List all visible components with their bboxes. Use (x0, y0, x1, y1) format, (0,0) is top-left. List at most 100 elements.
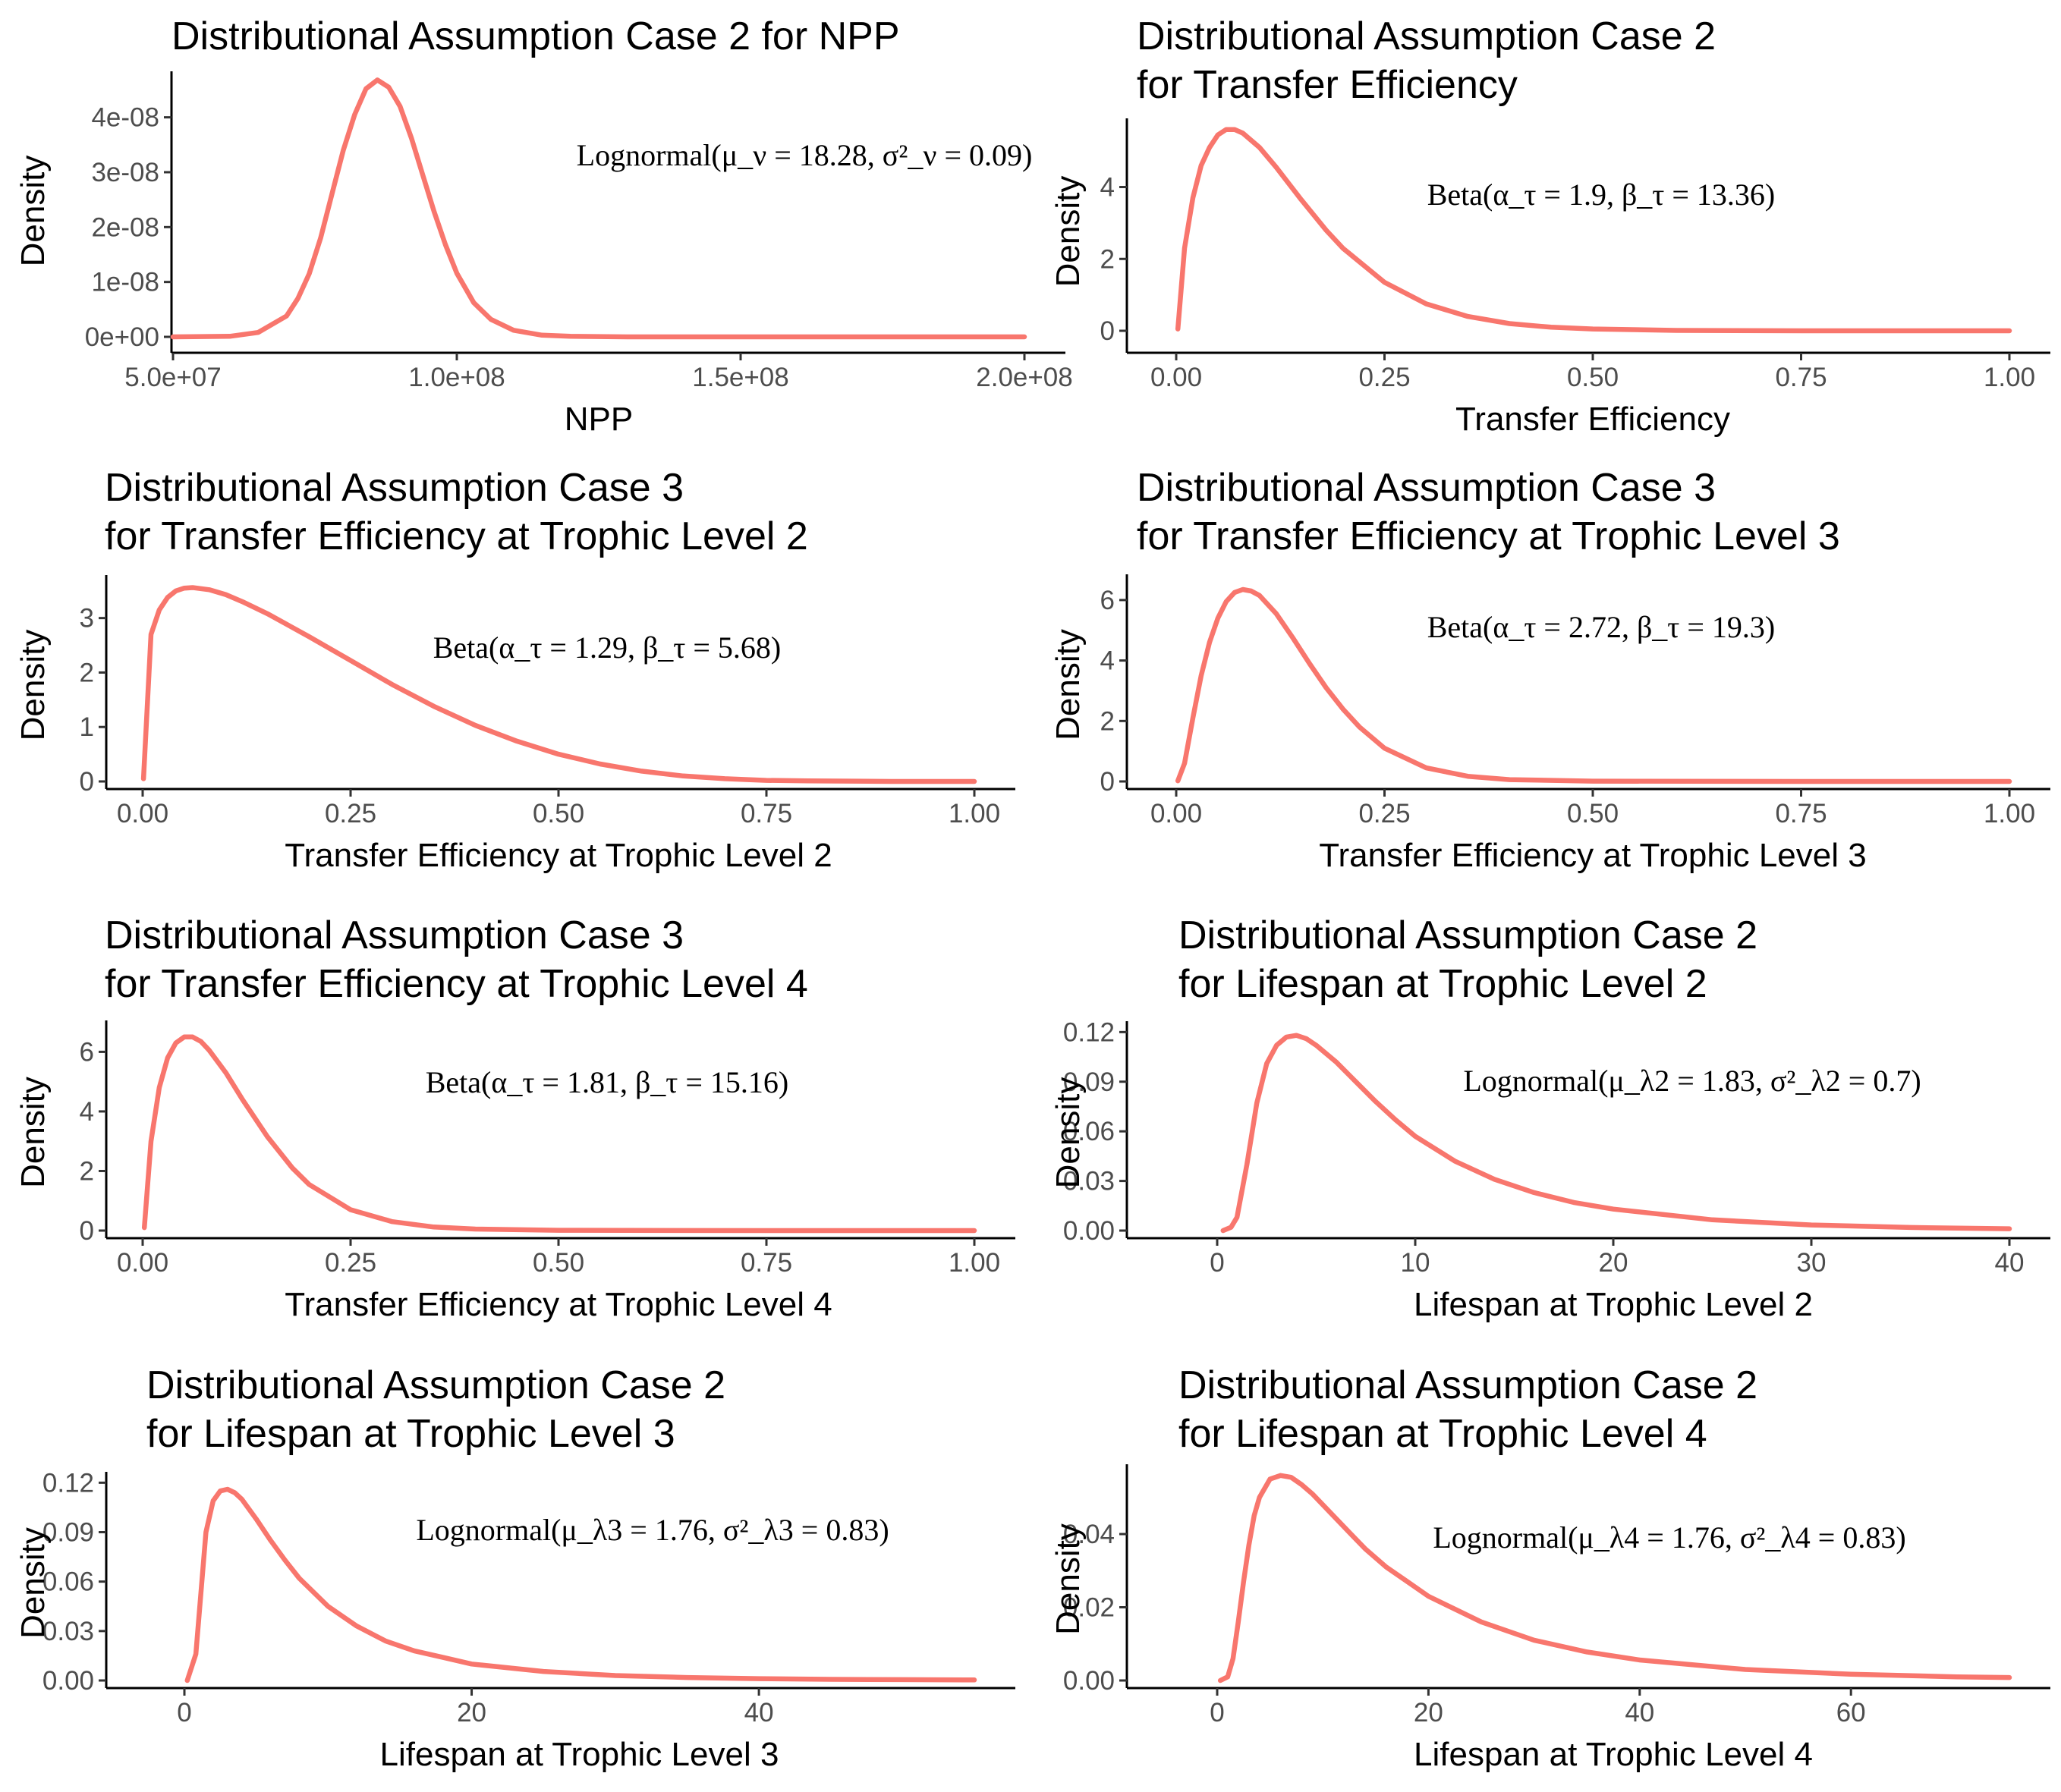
panel-title: Distributional Assumption Case 2 (1178, 1363, 1757, 1407)
x-tick-label: 0.75 (1775, 363, 1827, 392)
x-axis-title: Lifespan at Trophic Level 2 (1414, 1286, 1813, 1323)
x-tick-label: 1.00 (1984, 363, 2035, 392)
x-tick-label: 0.25 (325, 1248, 376, 1278)
x-tick-label: 0.25 (1358, 799, 1410, 828)
density-curve (184, 1486, 977, 1684)
density-curve (170, 77, 1027, 340)
density-curve (1175, 586, 2012, 784)
x-tick-label: 0.00 (1150, 799, 1202, 828)
y-tick-label: 2 (80, 658, 94, 687)
panel-title: for Transfer Efficiency at Trophic Level… (105, 962, 808, 1006)
y-tick-label: 0.00 (1063, 1216, 1115, 1246)
density-curve (140, 585, 977, 784)
x-axis-title: NPP (565, 401, 633, 438)
x-tick-label: 20 (1414, 1698, 1443, 1728)
distribution-annotation: Beta(α_τ = 1.9, β_τ = 13.36) (1427, 178, 1776, 212)
y-tick-label: 0.12 (1063, 1017, 1115, 1047)
density-curve (141, 1034, 977, 1234)
y-tick-label: 4 (1100, 646, 1115, 676)
distribution-annotation: Lognormal(μ_λ3 = 1.76, σ²_λ3 = 0.83) (416, 1513, 889, 1547)
y-tick-label: 0 (80, 1216, 94, 1246)
panel-1: Distributional Assumption Case 2 for NPP… (14, 14, 1073, 438)
y-tick-label: 0.09 (42, 1518, 94, 1548)
y-tick-label: 0.04 (1063, 1520, 1115, 1549)
x-tick-label: 0.75 (741, 799, 792, 828)
x-tick-label: 0 (1210, 1248, 1224, 1278)
panel-title: Distributional Assumption Case 3 (105, 466, 684, 510)
density-curve (1217, 1473, 2012, 1684)
x-tick-label: 0.25 (1358, 363, 1410, 392)
distribution-annotation: Beta(α_τ = 1.29, β_τ = 5.68) (433, 630, 782, 665)
y-tick-label: 0.02 (1063, 1593, 1115, 1623)
x-tick-label: 30 (1797, 1248, 1827, 1278)
panel-8: Distributional Assumption Case 2 for Life… (1049, 1363, 2050, 1773)
x-tick-label: 0.50 (533, 1248, 584, 1278)
panel-title: Distributional Assumption Case 3 (1137, 466, 1716, 510)
y-tick-label: 4 (80, 1097, 94, 1127)
x-axis-title: Transfer Efficiency (1455, 401, 1730, 438)
x-tick-label: 0 (177, 1698, 191, 1728)
panel-title: for Transfer Efficiency (1137, 63, 1518, 107)
y-tick-label: 0.03 (1063, 1167, 1115, 1196)
x-tick-label: 0.75 (1775, 799, 1827, 828)
x-tick-label: 40 (744, 1698, 774, 1728)
x-tick-label: 40 (1995, 1248, 2025, 1278)
y-tick-label: 6 (1100, 586, 1115, 615)
y-tick-label: 2 (80, 1156, 94, 1186)
distribution-annotation: Lognormal(μ_λ4 = 1.76, σ²_λ4 = 0.83) (1433, 1520, 1905, 1555)
panel-title: Distributional Assumption Case 2 for NPP (171, 14, 900, 58)
x-tick-label: 0.00 (117, 799, 168, 828)
x-tick-label: 0.50 (1567, 799, 1619, 828)
y-axis-title: Density (14, 156, 52, 267)
panel-title: for Transfer Efficiency at Trophic Level… (105, 514, 808, 558)
y-tick-label: 0 (1100, 767, 1115, 797)
y-axis-title: Density (14, 1077, 52, 1188)
panel-title: Distributional Assumption Case 2 (146, 1363, 725, 1407)
x-tick-label: 0.50 (1567, 363, 1619, 392)
panel-title: for Lifespan at Trophic Level 2 (1178, 962, 1707, 1006)
y-tick-label: 6 (80, 1037, 94, 1067)
x-axis-title: Transfer Efficiency at Trophic Level 3 (1319, 837, 1866, 874)
x-tick-label: 1.00 (1984, 799, 2035, 828)
y-tick-label: 2 (1100, 706, 1115, 736)
x-axis-title: Lifespan at Trophic Level 4 (1414, 1736, 1813, 1773)
x-tick-label: 20 (1599, 1248, 1628, 1278)
x-tick-label: 0.50 (533, 799, 584, 828)
y-tick-label: 0.00 (1063, 1666, 1115, 1696)
x-axis-title: Transfer Efficiency at Trophic Level 4 (285, 1286, 832, 1323)
panel-6: Distributional Assumption Case 2 for Life… (1049, 913, 2050, 1323)
y-tick-label: 0e+00 (85, 322, 159, 352)
density-curve (1175, 127, 2012, 334)
y-tick-label: 0.06 (42, 1567, 94, 1597)
y-axis-title: Density (1049, 1077, 1087, 1189)
distribution-annotation: Lognormal(μ_λ2 = 1.83, σ²_λ2 = 0.7) (1463, 1064, 1921, 1098)
panel-title: for Lifespan at Trophic Level 4 (1178, 1412, 1707, 1456)
y-tick-label: 3e-08 (91, 158, 159, 187)
y-tick-label: 1e-08 (91, 268, 159, 297)
x-tick-label: 0.75 (741, 1248, 792, 1278)
y-tick-label: 0 (80, 767, 94, 797)
distribution-annotation: Lognormal(μ_ν = 18.28, σ²_ν = 0.09) (577, 138, 1033, 172)
x-tick-label: 0.00 (1150, 363, 1202, 392)
panel-title: Distributional Assumption Case 3 (105, 913, 684, 957)
x-tick-label: 20 (457, 1698, 486, 1728)
y-tick-label: 0.12 (42, 1468, 94, 1498)
x-tick-label: 5.0e+07 (124, 363, 222, 392)
x-tick-label: 1.00 (949, 799, 1000, 828)
x-tick-label: 2.0e+08 (976, 363, 1073, 392)
x-tick-label: 40 (1625, 1698, 1654, 1728)
panel-5: Distributional Assumption Case 3 for Tran… (14, 913, 1015, 1323)
x-tick-label: 0.25 (325, 799, 376, 828)
panel-title: for Transfer Efficiency at Trophic Level… (1137, 514, 1840, 558)
y-axis-title: Density (14, 1527, 52, 1639)
panel-title: Distributional Assumption Case 2 (1137, 14, 1716, 58)
y-tick-label: 1 (80, 712, 94, 742)
x-tick-label: 1.5e+08 (692, 363, 789, 392)
y-tick-label: 0.06 (1063, 1117, 1115, 1146)
x-tick-label: 10 (1401, 1248, 1430, 1278)
y-tick-label: 4 (1100, 173, 1115, 203)
y-tick-label: 4e-08 (91, 103, 159, 133)
x-tick-label: 1.0e+08 (408, 363, 505, 392)
